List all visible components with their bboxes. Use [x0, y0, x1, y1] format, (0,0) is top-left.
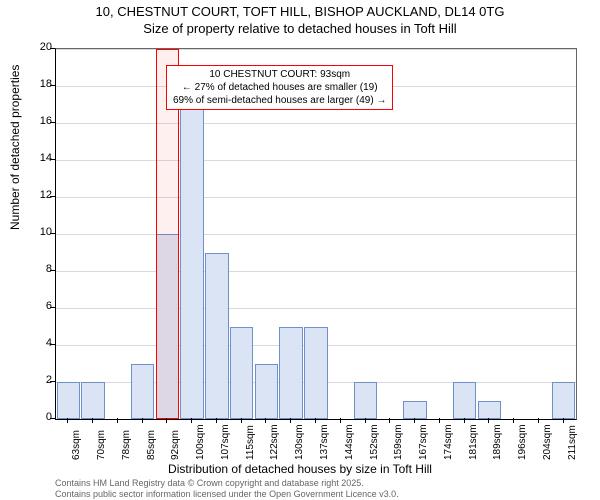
bar: [354, 382, 378, 419]
x-tick: [414, 418, 415, 423]
y-tick-label: 14: [22, 152, 52, 164]
x-tick-label: 181sqm: [468, 424, 479, 460]
bar: [403, 401, 427, 420]
x-tick-label: 174sqm: [443, 424, 454, 460]
x-tick-label: 107sqm: [220, 424, 231, 460]
x-tick: [92, 418, 93, 423]
x-tick-label: 144sqm: [344, 424, 355, 460]
x-tick-label: 92sqm: [170, 430, 181, 460]
annotation-line: 69% of semi-detached houses are larger (…: [173, 94, 386, 107]
footer-line-1: Contains HM Land Registry data © Crown c…: [55, 478, 399, 489]
x-tick-label: 189sqm: [492, 424, 503, 460]
y-tick-label: 10: [22, 226, 52, 238]
x-tick: [191, 418, 192, 423]
x-tick: [142, 418, 143, 423]
x-tick: [117, 418, 118, 423]
gridline: [56, 123, 576, 124]
bar: [230, 327, 254, 420]
annotation-line: ← 27% of detached houses are smaller (19…: [173, 81, 386, 94]
y-tick-label: 20: [22, 41, 52, 53]
x-tick: [216, 418, 217, 423]
x-tick: [513, 418, 514, 423]
x-tick-label: 204sqm: [542, 424, 553, 460]
bar: [304, 327, 328, 420]
x-tick: [166, 418, 167, 423]
y-tick-label: 2: [22, 374, 52, 386]
x-tick: [464, 418, 465, 423]
annotation-box: 10 CHESTNUT COURT: 93sqm← 27% of detache…: [166, 65, 393, 110]
y-tick-label: 8: [22, 263, 52, 275]
title-line-2: Size of property relative to detached ho…: [0, 21, 600, 38]
chart-container: 10, CHESTNUT COURT, TOFT HILL, BISHOP AU…: [0, 0, 600, 500]
x-tick-label: 137sqm: [319, 424, 330, 460]
x-tick: [265, 418, 266, 423]
x-tick: [315, 418, 316, 423]
y-axis-label: Number of detached properties: [8, 65, 22, 230]
title-line-1: 10, CHESTNUT COURT, TOFT HILL, BISHOP AU…: [0, 4, 600, 21]
x-tick: [290, 418, 291, 423]
y-tick-label: 12: [22, 189, 52, 201]
y-tick-label: 16: [22, 115, 52, 127]
x-tick: [538, 418, 539, 423]
bar: [453, 382, 477, 419]
x-tick: [340, 418, 341, 423]
gridline: [56, 234, 576, 235]
x-tick: [389, 418, 390, 423]
title-block: 10, CHESTNUT COURT, TOFT HILL, BISHOP AU…: [0, 4, 600, 38]
plot-area: 10 CHESTNUT COURT: 93sqm← 27% of detache…: [55, 48, 577, 420]
x-tick-label: 100sqm: [195, 424, 206, 460]
gridline: [56, 308, 576, 309]
bar: [131, 364, 155, 420]
x-tick-label: 167sqm: [418, 424, 429, 460]
annotation-line: 10 CHESTNUT COURT: 93sqm: [173, 68, 386, 81]
y-tick-label: 18: [22, 78, 52, 90]
y-tick-label: 0: [22, 411, 52, 423]
footer-line-2: Contains public sector information licen…: [55, 489, 399, 500]
bar: [180, 105, 204, 420]
x-tick-label: 70sqm: [96, 430, 107, 460]
bar: [255, 364, 279, 420]
gridline: [56, 197, 576, 198]
x-tick-label: 196sqm: [517, 424, 528, 460]
x-tick: [241, 418, 242, 423]
x-tick: [67, 418, 68, 423]
x-tick-label: 85sqm: [146, 430, 157, 460]
bar: [57, 382, 81, 419]
x-tick-label: 159sqm: [393, 424, 404, 460]
gridline: [56, 160, 576, 161]
x-tick-label: 122sqm: [269, 424, 280, 460]
x-tick-label: 211sqm: [567, 425, 578, 460]
y-tick-label: 6: [22, 300, 52, 312]
gridline: [56, 49, 576, 50]
bar: [478, 401, 502, 420]
x-tick-label: 63sqm: [71, 430, 82, 460]
x-tick-label: 78sqm: [121, 430, 132, 460]
x-tick: [365, 418, 366, 423]
x-tick-label: 130sqm: [294, 424, 305, 460]
x-tick-label: 115sqm: [245, 425, 256, 460]
gridline: [56, 271, 576, 272]
bar: [552, 382, 576, 419]
x-tick: [488, 418, 489, 423]
bar: [81, 382, 105, 419]
y-tick-label: 4: [22, 337, 52, 349]
bar: [205, 253, 229, 420]
x-tick: [563, 418, 564, 423]
x-axis-label: Distribution of detached houses by size …: [0, 462, 600, 476]
footer: Contains HM Land Registry data © Crown c…: [55, 478, 399, 500]
bar: [279, 327, 303, 420]
x-tick-label: 152sqm: [369, 424, 380, 460]
x-tick: [439, 418, 440, 423]
